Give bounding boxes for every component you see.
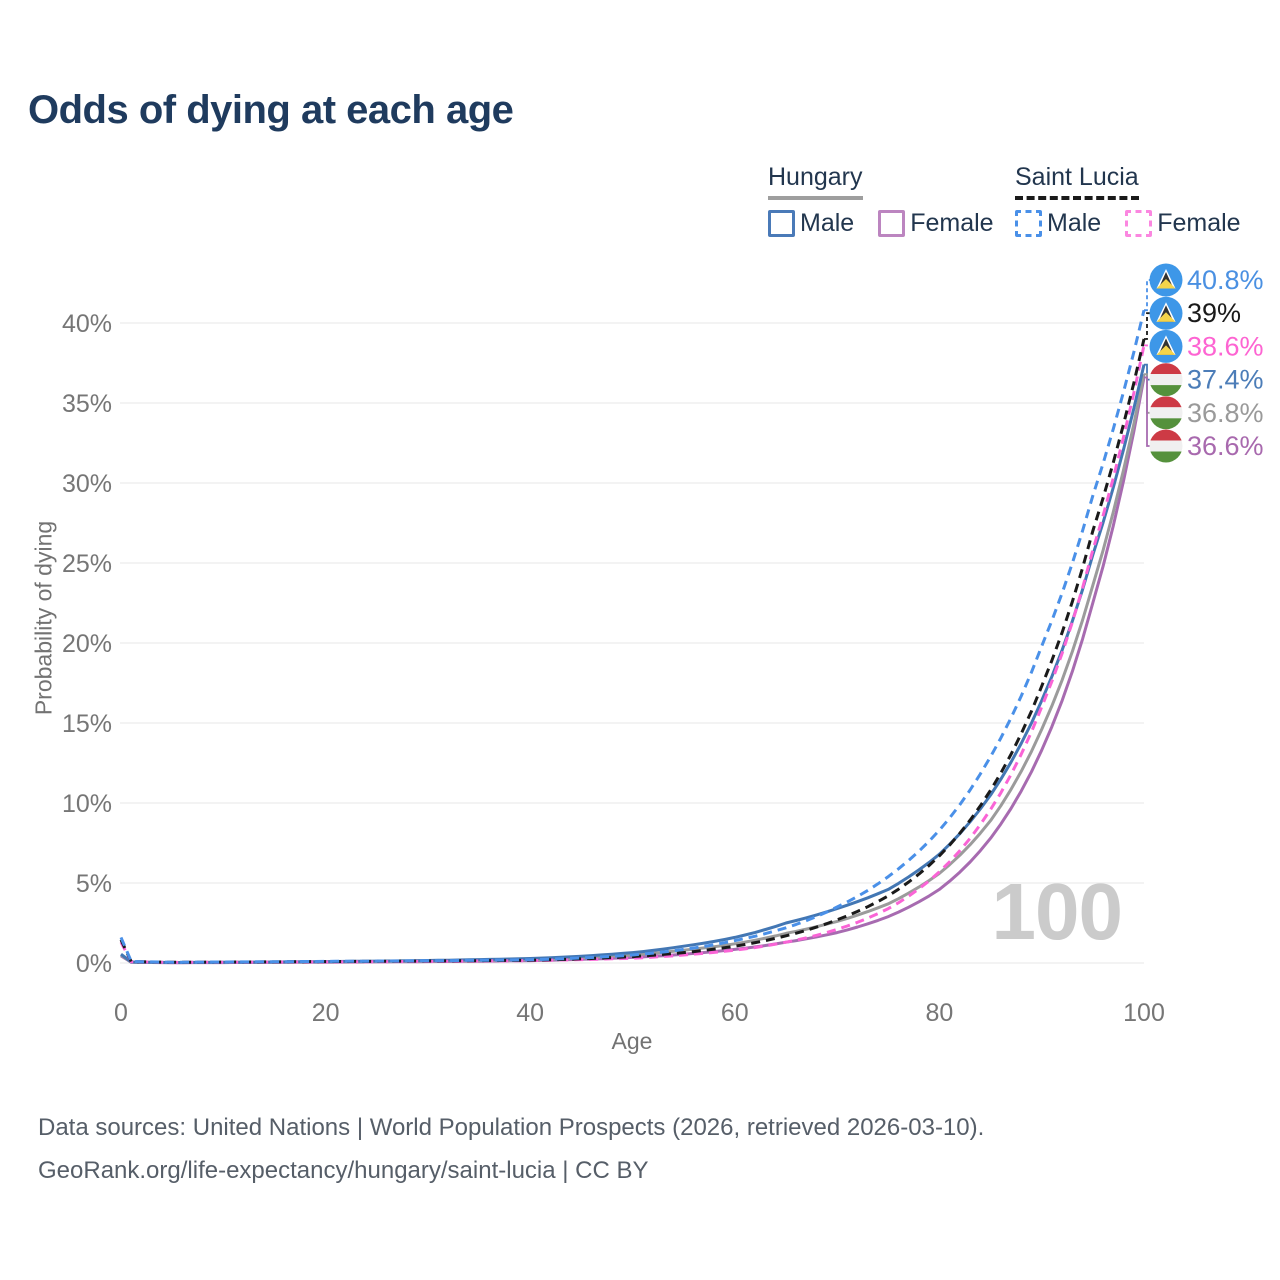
legend-hungary-female[interactable]: Female — [878, 209, 994, 238]
saint-lucia-female-swatch-icon — [1125, 210, 1153, 237]
y-tick-label: 5% — [76, 870, 112, 898]
y-tick-label: 30% — [62, 470, 112, 498]
attribution-line: GeoRank.org/life-expectancy/hungary/sain… — [38, 1157, 649, 1184]
y-tick-label: 0% — [76, 950, 112, 978]
end-label-value: 39% — [1187, 298, 1241, 328]
saint-lucia-flag-icon — [1149, 296, 1183, 330]
legend-hungary-toggle[interactable]: Hungary — [768, 163, 863, 200]
legend-group-hungary: Hungary Male Female — [768, 163, 994, 238]
x-tick-label: 60 — [721, 999, 749, 1027]
hungary-female-swatch-icon — [878, 210, 906, 237]
hungary-flag-icon — [1149, 429, 1183, 463]
end-label-value: 36.8% — [1187, 398, 1264, 428]
label-connector — [1144, 279, 1150, 312]
saint-lucia-male-swatch-icon — [1015, 210, 1042, 237]
x-tick-label: 80 — [925, 999, 953, 1027]
saint-lucia-flag-icon — [1149, 263, 1183, 297]
label-connector — [1144, 312, 1150, 340]
hover-age-indicator: 100 — [991, 867, 1123, 956]
data-sources-line: Data sources: United Nations | World Pop… — [38, 1114, 985, 1141]
end-label-value: 37.4% — [1187, 365, 1264, 395]
legend-hungary-male[interactable]: Male — [768, 209, 854, 238]
legend-saint-lucia-male[interactable]: Male — [1015, 209, 1101, 238]
x-tick-label: 100 — [1123, 999, 1165, 1027]
y-tick-label: 10% — [62, 790, 112, 818]
y-tick-label: 20% — [62, 630, 112, 658]
legend-label: Female — [1157, 209, 1241, 237]
end-label-value: 36.6% — [1187, 431, 1264, 461]
legend-label: Female — [910, 209, 994, 237]
saint-lucia-flag-icon — [1149, 329, 1183, 363]
legend-saint-lucia-female[interactable]: Female — [1125, 209, 1241, 238]
end-label-value: 38.6% — [1187, 331, 1264, 361]
plot-area[interactable] — [120, 255, 1144, 963]
x-tick-label: 40 — [516, 999, 544, 1027]
hungary-flag-icon — [1149, 396, 1183, 430]
footer: Data sources: United Nations | World Pop… — [38, 1106, 984, 1192]
y-tick-label: 40% — [62, 310, 112, 338]
label-connector — [1144, 363, 1150, 381]
legend-saint-lucia-toggle[interactable]: Saint Lucia — [1015, 163, 1139, 200]
page-title: Odds of dying at each age — [28, 88, 514, 132]
y-tick-label: 35% — [62, 390, 112, 418]
end-label-value: 40.8% — [1187, 265, 1264, 295]
legend-label: Male — [1047, 209, 1102, 237]
hungary-flag-icon — [1149, 363, 1183, 397]
y-tick-label: 25% — [62, 550, 112, 578]
label-connector — [1144, 376, 1150, 447]
label-connector — [1144, 344, 1150, 348]
legend-group-saint-lucia: Saint Lucia Male Female — [1015, 163, 1241, 238]
x-tick-label: 0 — [114, 999, 128, 1027]
series-line-saint-lucia-male — [119, 309, 1146, 964]
legend-label: Male — [800, 209, 855, 237]
y-tick-label: 15% — [62, 710, 112, 738]
x-axis-title: Age — [611, 1028, 653, 1054]
x-tick-label: 20 — [312, 999, 340, 1027]
hungary-male-swatch-icon — [768, 210, 795, 237]
y-axis-title: Probability of dying — [30, 520, 57, 716]
